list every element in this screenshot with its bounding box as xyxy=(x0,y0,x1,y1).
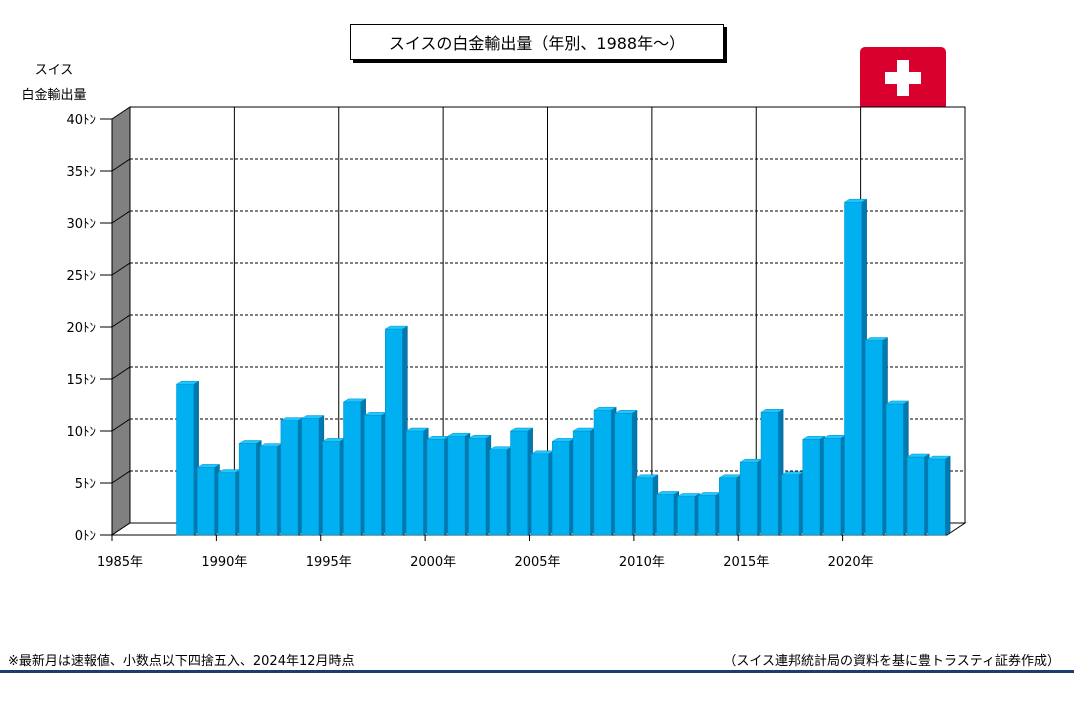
bar-top xyxy=(801,436,826,440)
bar-top xyxy=(885,400,910,405)
bar xyxy=(823,438,841,536)
y-tick-label: 25ﾄﾝ xyxy=(66,269,96,284)
bar xyxy=(614,413,633,536)
y-tick-label: 5ﾄﾝ xyxy=(75,477,96,492)
footnote-left: ※最新月は速報値、小数点以下四捨五入、2024年12月時点 xyxy=(8,654,355,669)
bar xyxy=(802,439,821,536)
gridline-wall-segment xyxy=(111,366,131,380)
bar xyxy=(572,430,591,536)
bar-top xyxy=(593,406,618,411)
bar xyxy=(656,494,674,536)
bar xyxy=(343,401,361,536)
y-tick-label: 40ﾄﾝ xyxy=(66,113,96,128)
y-tick-label: 10ﾄﾝ xyxy=(66,425,96,440)
bar-top xyxy=(634,474,659,479)
x-tick-label: 2020年 xyxy=(828,555,874,570)
bar xyxy=(197,467,215,536)
bar-top xyxy=(927,455,952,460)
gridline-wall-segment xyxy=(111,418,131,432)
x-tick-label: 2015年 xyxy=(723,555,769,570)
bar xyxy=(259,446,278,536)
bar xyxy=(844,201,862,536)
bar-top xyxy=(864,337,889,341)
bar xyxy=(385,328,403,536)
bar xyxy=(677,496,695,536)
bar-top xyxy=(342,398,367,403)
bar xyxy=(698,495,716,536)
x-tick-label: 2010年 xyxy=(619,555,665,570)
bar xyxy=(176,383,194,536)
gridline-wall-segment xyxy=(111,314,131,328)
bar-top xyxy=(906,453,931,458)
bar xyxy=(489,449,507,536)
gridline-wall-segment xyxy=(111,262,131,276)
bar xyxy=(927,458,946,536)
bar xyxy=(510,430,528,536)
bottom-rule xyxy=(0,670,1074,673)
swiss-flag-icon xyxy=(860,47,946,111)
x-tick-label: 1985年 xyxy=(97,555,143,570)
bar-top xyxy=(467,435,492,439)
bar-top xyxy=(196,464,221,468)
bar xyxy=(364,415,382,536)
bar xyxy=(238,443,257,536)
bar-chart: 0ﾄﾝ 5ﾄﾝ 10ﾄﾝ 15ﾄﾝ 20ﾄﾝ 25ﾄﾝ 30ﾄﾝ 35ﾄﾝ 40ﾄﾝ 1985年 1… xyxy=(66,106,967,570)
bar xyxy=(906,456,925,536)
y-axis-label: スイス 白金輸出量 xyxy=(8,58,100,108)
gridline-wall-segment xyxy=(111,470,131,484)
bar-top xyxy=(760,409,785,413)
bar xyxy=(719,477,737,536)
y-tick-label: 35ﾄﾝ xyxy=(66,165,96,180)
bar-top xyxy=(300,415,325,419)
chart-title: スイスの白金輸出量（年別、1988年～） xyxy=(350,24,724,60)
y-axis-label-line2: 白金輸出量 xyxy=(21,88,87,103)
flag-cross-vertical xyxy=(897,60,909,96)
bar xyxy=(468,438,487,536)
y-tick-label: 15ﾄﾝ xyxy=(66,373,96,388)
bar xyxy=(760,412,779,536)
bar xyxy=(218,472,236,536)
bar-top xyxy=(405,427,430,432)
bar xyxy=(447,435,466,536)
bar-top xyxy=(613,410,638,414)
y-axis-label-line1: スイス xyxy=(34,63,74,78)
gridline-wall-segment xyxy=(111,158,131,172)
bar xyxy=(593,409,612,536)
bar xyxy=(280,420,299,536)
bar xyxy=(426,439,445,536)
bar-top xyxy=(509,427,534,432)
bar-side xyxy=(944,455,951,536)
bar-top xyxy=(655,491,680,495)
bar xyxy=(405,430,424,536)
bar xyxy=(886,403,904,536)
x-tick-label: 1995年 xyxy=(306,555,352,570)
bar-top xyxy=(384,325,409,330)
bar xyxy=(781,474,800,536)
y-tick-label: 30ﾄﾝ xyxy=(66,217,96,232)
gridline-wall-segment xyxy=(111,210,131,224)
y-tick-label: 0ﾄﾝ xyxy=(75,529,96,544)
footnote-right: （スイス連邦統計局の資料を基に豊トラスティ証券作成） xyxy=(723,654,1060,669)
bar xyxy=(531,453,549,536)
bar-top xyxy=(676,493,701,497)
x-tick-label: 2000年 xyxy=(410,555,456,570)
bar xyxy=(301,418,320,536)
bar-top xyxy=(843,198,868,203)
bar xyxy=(552,441,570,536)
bar-top xyxy=(175,380,200,385)
bar xyxy=(865,340,883,536)
bar-top xyxy=(238,440,263,444)
y-tick-label: 20ﾄﾝ xyxy=(66,321,96,336)
x-tick-label: 1990年 xyxy=(201,555,247,570)
bar xyxy=(322,441,340,536)
bar-top xyxy=(446,432,471,437)
x-tick-label: 2005年 xyxy=(514,555,560,570)
bar xyxy=(739,461,758,536)
bar xyxy=(635,477,654,536)
